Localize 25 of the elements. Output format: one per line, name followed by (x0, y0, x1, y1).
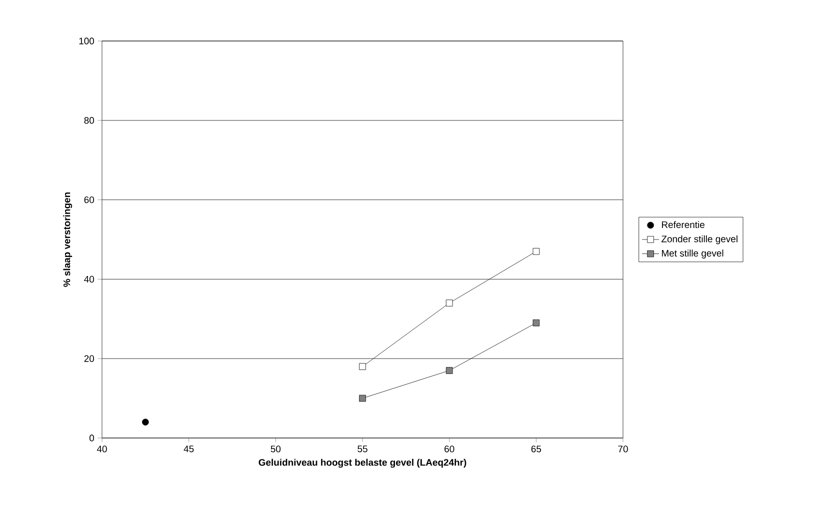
legend-label: Referentie (662, 221, 704, 228)
x-axis-title: Geluidniveau hoogst belaste gevel (LAeq24hr) (258, 458, 466, 468)
point (359, 394, 366, 402)
point (142, 418, 149, 426)
x-tick-label: 55 (358, 446, 368, 452)
y-tick-label: 80 (84, 117, 94, 124)
point (532, 319, 540, 326)
x-tick-label: 70 (618, 446, 628, 452)
point (446, 300, 453, 306)
point (359, 363, 366, 370)
y-tick-label: 60 (84, 196, 94, 204)
y-tick-label: 40 (84, 276, 94, 283)
x-tick-label: 50 (270, 446, 281, 452)
x-tick-label: 40 (96, 446, 107, 452)
point (532, 248, 540, 255)
y-tick-label: 20 (84, 355, 94, 362)
x-tick-label: 45 (184, 446, 194, 452)
legend-label: Zonder stille gevel (662, 235, 738, 244)
x-tick-label: 60 (444, 446, 454, 452)
y-axis-title: % slaap verstoringen (63, 192, 72, 287)
point (446, 367, 453, 374)
x-tick-label: 65 (531, 446, 542, 452)
y-tick-label: 100 (79, 38, 94, 44)
y-tick-label: 0 (90, 434, 94, 442)
legend-label: Met stille gevel (662, 250, 724, 258)
